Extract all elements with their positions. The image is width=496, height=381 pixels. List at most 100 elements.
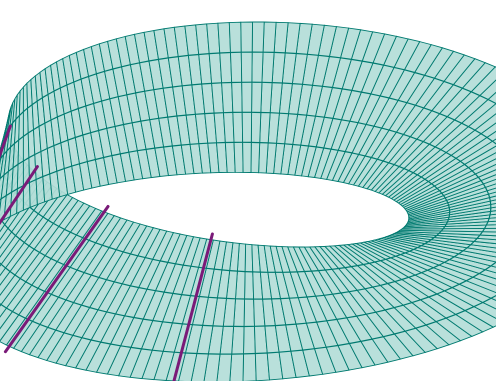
longitudinal-line-segment: [128, 150, 138, 153]
longitudinal-line-segment: [433, 264, 440, 269]
longitudinal-line-segment: [70, 231, 77, 236]
longitudinal-line-segment: [462, 247, 468, 252]
longitudinal-line-segment: [153, 87, 164, 91]
longitudinal-line-segment: [307, 53, 319, 56]
longitudinal-line-segment: [72, 334, 82, 339]
longitudinal-line-segment: [39, 323, 48, 328]
longitudinal-line-segment: [152, 349, 164, 352]
longitudinal-line-segment: [19, 111, 24, 116]
longitudinal-line-segment: [379, 95, 390, 99]
longitudinal-line-segment: [436, 317, 447, 323]
longitudinal-line-segment: [439, 113, 448, 118]
longitudinal-line-segment: [351, 89, 362, 93]
longitudinal-line-segment: [124, 315, 134, 319]
longitudinal-line-segment: [424, 74, 435, 79]
longitudinal-line-segment: [186, 113, 196, 116]
longitudinal-line-segment: [290, 349, 303, 352]
longitudinal-line-segment: [25, 281, 32, 286]
longitudinal-line-segment: [50, 258, 58, 263]
longitudinal-line-segment: [480, 180, 484, 185]
longitudinal-line-segment: [380, 282, 388, 286]
longitudinal-line-segment: [102, 244, 110, 249]
longitudinal-line-segment: [409, 136, 418, 140]
longitudinal-line-segment: [19, 238, 25, 243]
longitudinal-line-segment: [152, 258, 161, 262]
longitudinal-line-segment: [420, 176, 426, 180]
longitudinal-line-segment: [121, 64, 131, 68]
longitudinal-line-segment: [140, 119, 150, 122]
longitudinal-line-segment: [98, 127, 107, 132]
longitudinal-line-segment: [455, 310, 466, 315]
longitudinal-line-segment: [468, 167, 473, 172]
longitudinal-line-segment: [83, 272, 92, 276]
longitudinal-line-segment: [9, 271, 16, 276]
longitudinal-line-segment: [356, 313, 367, 317]
longitudinal-line-segment: [175, 263, 184, 266]
longitudinal-line-segment: [154, 146, 164, 149]
longitudinal-line-segment: [104, 68, 114, 72]
longitudinal-line-segment: [372, 62, 384, 66]
longitudinal-line-segment: [172, 85, 183, 88]
longitudinal-line-segment: [195, 113, 205, 115]
longitudinal-line-segment: [53, 87, 61, 92]
longitudinal-line-segment: [164, 291, 173, 294]
longitudinal-line-segment: [425, 321, 437, 326]
longitudinal-line-segment: [15, 235, 21, 240]
longitudinal-line-segment: [397, 99, 408, 104]
longitudinal-line-segment: [11, 231, 16, 236]
longitudinal-line-segment: [357, 288, 366, 291]
longitudinal-line-segment: [267, 351, 280, 354]
longitudinal-line-segment: [338, 267, 346, 270]
longitudinal-line-segment: [152, 319, 163, 323]
longitudinal-line-segment: [18, 314, 26, 319]
longitudinal-line-segment: [90, 129, 99, 134]
highlighted-ruling-1: [0, 124, 12, 159]
longitudinal-line-segment: [79, 161, 88, 165]
longitudinal-line-segment: [130, 285, 139, 289]
longitudinal-line-segment: [71, 163, 80, 167]
longitudinal-line-segment: [63, 332, 73, 336]
longitudinal-line-segment: [274, 51, 286, 54]
longitudinal-line-segment: [192, 324, 203, 326]
longitudinal-line-segment: [27, 104, 33, 109]
longitudinal-line-segment: [453, 253, 460, 258]
longitudinal-line-segment: [422, 141, 430, 145]
longitudinal-line-segment: [42, 93, 49, 99]
longitudinal-line-segment: [0, 303, 7, 309]
longitudinal-line-segment: [182, 84, 192, 87]
longitudinal-line-segment: [455, 157, 461, 162]
longitudinal-line-segment: [12, 163, 19, 169]
longitudinal-line-segment: [0, 194, 7, 200]
longitudinal-line-segment: [384, 307, 395, 311]
longitudinal-line-segment: [214, 268, 222, 271]
longitudinal-line-segment: [487, 98, 496, 105]
longitudinal-line-segment: [160, 260, 168, 263]
longitudinal-line-segment: [444, 259, 450, 263]
longitudinal-line-segment: [476, 234, 481, 239]
longitudinal-line-segment: [445, 151, 452, 156]
longitudinal-line-segment: [474, 129, 482, 135]
longitudinal-line-segment: [396, 131, 404, 135]
longitudinal-line-segment: [76, 269, 85, 274]
longitudinal-line-segment: [181, 294, 191, 297]
longitudinal-line-segment: [479, 95, 489, 101]
longitudinal-line-segment: [198, 142, 208, 145]
longitudinal-line-segment: [123, 251, 131, 255]
longitudinal-line-segment: [345, 151, 353, 154]
longitudinal-line-segment: [415, 324, 427, 329]
longitudinal-line-segment: [427, 267, 434, 271]
longitudinal-line-segment: [296, 52, 308, 55]
longitudinal-line-segment: [63, 110, 72, 115]
longitudinal-line-segment: [323, 147, 332, 150]
longitudinal-line-segment: [408, 170, 414, 174]
longitudinal-line-segment: [322, 85, 333, 89]
longitudinal-line-segment: [340, 57, 352, 60]
longitudinal-line-segment: [390, 255, 397, 259]
longitudinal-line-segment: [132, 120, 142, 124]
longitudinal-line-segment: [130, 62, 140, 66]
longitudinal-line-segment: [473, 237, 478, 242]
longitudinal-line-segment: [37, 287, 45, 292]
longitudinal-line-segment: [370, 93, 381, 97]
longitudinal-line-segment: [51, 293, 59, 298]
longitudinal-line-segment: [95, 156, 104, 161]
